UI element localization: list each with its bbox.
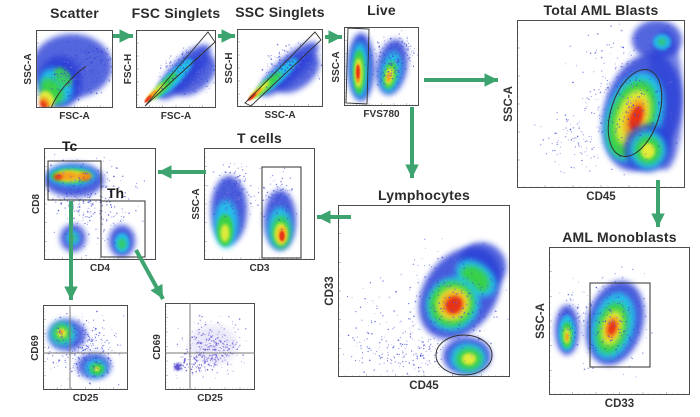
ssc-singlets-plot-canvas [237, 29, 323, 107]
x-axis-label: CD25 [197, 393, 223, 404]
y-axis-label: SSC-A [535, 303, 547, 339]
x-axis-label: CD3 [249, 263, 269, 274]
gate-label-th: Th [107, 185, 124, 201]
panel-title: Total AML Blasts [544, 2, 659, 18]
y-axis-label: SSC-H [224, 52, 235, 83]
panel-title: Scatter [50, 5, 99, 21]
panel-title: SSC Singlets [235, 4, 325, 20]
x-axis-label: CD4 [90, 263, 110, 274]
scatter-plot-canvas [36, 30, 113, 108]
panel-aml-monoblasts: AML Monoblasts SSC-A CD33 [549, 247, 690, 395]
live-plot-canvas [344, 27, 419, 106]
y-axis-label: CD8 [31, 194, 42, 214]
x-axis-label: CD25 [73, 393, 99, 404]
x-axis-label: FSC-A [161, 111, 192, 122]
x-axis-label: CD33 [605, 398, 634, 410]
panel-lymphocytes: Lymphocytes CD33 CD45 [338, 205, 510, 377]
aml-monoblasts-plot-canvas [549, 247, 690, 395]
panel-title: AML Monoblasts [562, 229, 677, 245]
tc-activation-plot-canvas [43, 305, 128, 390]
t-cells-plot-canvas [204, 148, 315, 260]
panel-tc-th: Tc Th CD8 CD4 [44, 148, 156, 260]
x-axis-label: FVS780 [363, 109, 399, 120]
y-axis-label: SSC-A [331, 51, 342, 82]
total-aml-blasts-plot-canvas [517, 20, 685, 188]
panel-t-cells: T cells SSC-A CD3 [204, 148, 315, 260]
y-axis-label: SSC-A [23, 53, 34, 84]
y-axis-label: CD69 [30, 335, 41, 361]
x-axis-label: CD45 [586, 191, 615, 203]
y-axis-label: SSC-A [191, 188, 202, 219]
gate-label-tc: Tc [62, 138, 77, 154]
lymphocytes-plot-canvas [338, 205, 510, 377]
panel-ssc-singlets: SSC Singlets SSC-H SSC-A [237, 29, 323, 107]
y-axis-label: CD69 [152, 334, 163, 360]
panel-th-activation: CD69 CD25 [165, 303, 255, 390]
x-axis-label: CD45 [409, 380, 438, 392]
x-axis-label: FSC-A [59, 111, 90, 122]
panel-title: T cells [237, 130, 282, 146]
gating-strategy-figure: Scatter SSC-A FSC-A FSC Singlets FSC-H F… [0, 0, 700, 417]
y-axis-label: SSC-A [503, 86, 515, 122]
panel-tc-activation: CD69 CD25 [43, 305, 128, 390]
panel-total-aml-blasts: Total AML Blasts SSC-A CD45 [517, 20, 685, 188]
panel-title: FSC Singlets [132, 5, 221, 21]
panel-title: Live [367, 2, 396, 18]
y-axis-label: CD33 [324, 276, 336, 305]
panel-live: Live SSC-A FVS780 [344, 27, 419, 106]
fsc-singlets-plot-canvas [136, 30, 216, 108]
th-activation-plot-canvas [165, 303, 255, 390]
tc-th-plot-canvas [44, 148, 156, 260]
x-axis-label: SSC-A [264, 110, 295, 121]
panel-scatter: Scatter SSC-A FSC-A [36, 30, 113, 108]
panel-title: Lymphocytes [378, 187, 470, 203]
y-axis-label: FSC-H [123, 54, 134, 85]
panel-fsc-singlets: FSC Singlets FSC-H FSC-A [136, 30, 216, 108]
